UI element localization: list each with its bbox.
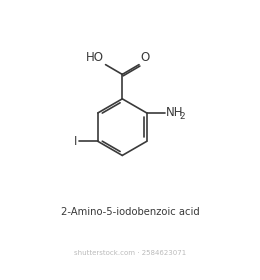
Text: 2: 2 xyxy=(179,112,185,121)
Text: NH: NH xyxy=(166,106,184,119)
Text: HO: HO xyxy=(86,51,104,64)
Text: I: I xyxy=(74,135,78,148)
Text: 2-Amino-5-iodobenzoic acid: 2-Amino-5-iodobenzoic acid xyxy=(61,207,199,217)
Text: shutterstock.com · 2584623071: shutterstock.com · 2584623071 xyxy=(74,250,186,256)
Text: O: O xyxy=(141,51,150,64)
